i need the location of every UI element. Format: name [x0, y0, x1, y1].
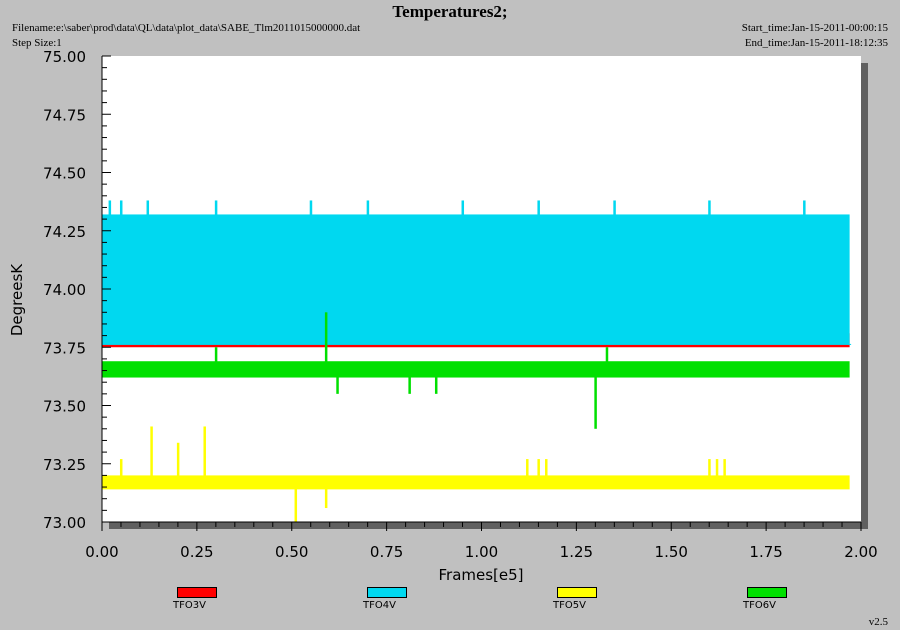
y-tick-label: 74.50 — [43, 165, 86, 183]
series-tfo5v-spike — [150, 426, 153, 477]
y-tick-label: 73.50 — [43, 398, 86, 416]
series-tfo4v-spike — [461, 200, 465, 216]
x-tick-label: 0.50 — [275, 543, 308, 561]
x-tick-label: 0.75 — [370, 543, 403, 561]
series-tfo4v-spike — [309, 200, 313, 216]
series-tfo4v-spike — [214, 200, 218, 216]
series-tfo6v-spike — [605, 347, 609, 363]
series-tfo5v-spike — [294, 488, 298, 522]
legend-swatch-tfo3v — [177, 587, 217, 598]
legend-label-tfo4v: TFO4V — [363, 600, 396, 611]
series-tfo4v-spike — [803, 200, 806, 216]
series-tfo4v-spike — [537, 200, 540, 216]
y-tick-label: 74.75 — [43, 106, 86, 124]
y-tick-label: 73.00 — [43, 514, 86, 532]
legend-label-tfo5v: TFO5V — [553, 600, 586, 611]
series-tfo5v — [102, 426, 850, 522]
series-tfo4v-spike — [613, 200, 616, 216]
series-tfo6v — [102, 312, 850, 429]
y-axis-label: DegreesK — [8, 263, 26, 336]
series-tfo5v-spike — [324, 488, 328, 509]
series-tfo4v-spike — [108, 200, 112, 216]
series-tfo5v-spike — [715, 459, 719, 477]
legend-label-tfo3v: TFO3V — [173, 600, 206, 611]
x-tick-label: 0.00 — [85, 543, 118, 561]
version-text: v2.5 — [868, 616, 888, 628]
series-tfo5v-spike — [708, 459, 711, 477]
series-tfo6v-spike — [214, 347, 218, 363]
series-tfo4v-spike — [146, 200, 150, 216]
series-tfo4v — [102, 200, 852, 345]
series-tfo4v-spike — [154, 343, 157, 345]
series-tfo4v-spike — [119, 200, 123, 216]
legend-swatch-tfo6v — [747, 587, 787, 598]
x-tick-label: 2.00 — [844, 543, 877, 561]
series-tfo4v-spike — [256, 343, 260, 345]
y-tick-label: 73.25 — [43, 456, 86, 474]
series-tfo6v-spike — [594, 376, 597, 429]
series-tfo5v-spike — [545, 459, 548, 477]
x-axis-label: Frames[e5] — [438, 566, 523, 584]
y-tick-label: 74.00 — [43, 281, 86, 299]
series-tfo4v-spike — [708, 200, 711, 216]
series-tfo6v-band — [102, 361, 850, 378]
start-time-text: Start_time:Jan-15-2011-00:00:15 — [741, 22, 888, 34]
series-tfo5v-band — [102, 475, 850, 490]
y-tick-label: 75.00 — [43, 48, 86, 66]
series-tfo5v-spike — [526, 459, 529, 477]
legend-label-tfo6v: TFO6V — [743, 600, 776, 611]
y-tick-label: 73.75 — [43, 339, 86, 357]
end-time-text: End_time:Jan-15-2011-18:12:35 — [744, 37, 888, 49]
series-tfo6v-spike — [408, 376, 411, 394]
series-tfo5v-spike — [723, 459, 726, 477]
series-tfo6v-spike — [336, 376, 339, 394]
series-tfo5v-spike — [176, 442, 180, 477]
chart-title: Temperatures2; — [392, 2, 508, 21]
filename-text: Filename:e:\saber\prod\data\QL\data\plot… — [12, 22, 361, 34]
series-tfo6v-spike — [434, 376, 438, 394]
y-tick-label: 74.25 — [43, 223, 86, 241]
series-tfo5v-spike — [119, 459, 123, 477]
x-tick-label: 1.50 — [655, 543, 688, 561]
x-tick-label: 1.75 — [749, 543, 782, 561]
series-tfo6v-spike — [324, 312, 328, 363]
x-tick-label: 1.00 — [465, 543, 498, 561]
series-tfo4v-spike — [848, 343, 852, 345]
legend-swatch-tfo5v — [557, 587, 597, 598]
series-tfo5v-spike — [537, 459, 540, 477]
series-tfo4v-spike — [366, 200, 370, 216]
x-tick-label: 1.25 — [560, 543, 593, 561]
legend-swatch-tfo4v — [367, 587, 407, 598]
step-size-text: Step Size:1 — [12, 37, 62, 49]
x-tick-label: 0.25 — [180, 543, 213, 561]
series-tfo5v-spike — [203, 426, 206, 477]
series-tfo4v-band — [102, 214, 850, 345]
